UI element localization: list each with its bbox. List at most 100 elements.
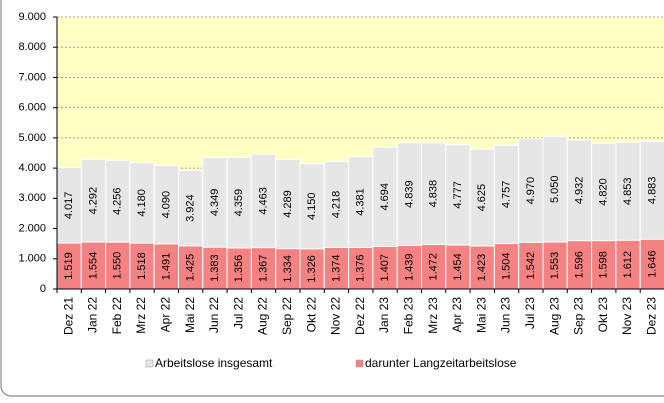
data-label: 1.454 [452,253,464,281]
data-label: 4.150 [306,192,318,220]
x-tick-label: Mrz 22 [134,297,148,334]
y-tick-label: 7.000 [18,71,46,83]
y-tick-label: 5.000 [18,132,46,144]
x-tick-label: Mai 22 [183,297,197,333]
bar [566,240,593,290]
y-tick-label: 3.000 [18,192,46,204]
x-tick-label: Apr 22 [159,297,173,333]
data-label: 4.853 [622,178,634,206]
data-label: 4.349 [209,189,221,217]
data-label: 1.596 [573,251,585,279]
data-label: 4.463 [257,187,269,215]
x-tick-label: Jun 22 [207,297,221,333]
x-tick-label: Feb 22 [110,297,124,335]
x-tick-label: Dez 21 [61,297,75,335]
x-tick-label: Nov 22 [329,297,343,335]
data-label: 4.090 [160,191,172,219]
data-label: 4.381 [355,188,367,216]
bar [542,241,568,290]
x-tick-label: Sep 22 [280,297,294,335]
data-label: 1.356 [233,255,245,283]
data-label: 1.519 [63,252,75,280]
y-tick-label: 6.000 [18,102,46,114]
x-tick-label: Sep 23 [572,297,586,335]
x-tick-label: Dez 23 [645,297,659,335]
bar [445,244,471,290]
bar [518,241,544,290]
data-label: 4.757 [500,181,512,209]
x-tick-label: Okt 22 [304,297,318,333]
data-label: 3.924 [185,194,197,222]
data-label: 1.504 [500,253,512,281]
x-tick-label: Jan 23 [377,297,391,333]
data-label: 1.612 [622,251,634,279]
data-label: 1.326 [306,255,318,283]
x-tick-label: Jul 22 [231,297,245,329]
legend-swatch [355,359,364,368]
data-label: 4.180 [136,189,148,217]
x-tick-label: Apr 23 [450,297,464,333]
data-label: 1.554 [87,252,99,280]
data-label: 1.553 [549,252,561,280]
data-label: 4.932 [573,177,585,205]
data-label: 4.883 [646,177,658,205]
data-label: 1.423 [476,254,488,282]
data-label: 4.359 [233,189,245,217]
data-label: 4.970 [525,177,537,205]
data-label: 1.542 [525,252,537,280]
data-label: 1.518 [136,252,148,280]
x-tick-label: Mai 23 [474,297,488,333]
x-tick-label: Dez 22 [353,297,367,335]
data-label: 1.367 [257,255,269,283]
x-tick-label: Jan 22 [86,297,100,333]
x-tick-label: Jun 23 [499,297,513,333]
legend-label: Arbeitslose insgesamt [155,356,273,370]
data-label: 4.625 [476,184,488,212]
data-label: 1.334 [282,255,294,283]
bar [615,239,641,290]
x-tick-label: Jul 23 [523,297,537,329]
bar [129,242,155,290]
bar [421,244,447,290]
bar [493,243,520,290]
bar [275,248,301,290]
data-label: 5.050 [549,175,561,203]
x-tick-label: Feb 23 [402,297,416,335]
data-label: 1.646 [646,250,658,278]
legend-label: darunter Langzeitarbeitslose [365,356,517,370]
x-tick-label: Aug 22 [256,297,270,335]
x-tick-label: Mrz 23 [426,297,440,334]
data-label: 1.374 [330,254,342,282]
y-tick-label: 8.000 [18,41,46,53]
y-tick-label: 4.000 [18,162,46,174]
data-label: 1.491 [160,253,172,281]
data-label: 4.839 [403,180,415,208]
bar [250,247,277,290]
data-label: 1.376 [355,254,367,282]
data-label: 4.777 [452,181,464,209]
data-label: 1.439 [403,253,415,281]
data-label: 4.256 [112,187,124,215]
legend-swatch [145,359,154,368]
data-label: 4.838 [428,180,440,208]
bar [226,247,252,290]
bar [105,241,131,290]
data-label: 1.407 [379,254,391,282]
data-label: 4.017 [63,192,75,220]
data-label: 1.383 [209,254,221,282]
data-label: 1.550 [112,252,124,280]
y-tick-label: 0 [40,283,46,295]
x-tick-label: Aug 23 [547,297,561,335]
bar [591,240,617,290]
data-label: 4.292 [87,187,99,215]
data-label: 1.472 [428,253,440,281]
data-label: 4.694 [379,183,391,211]
x-tick-label: Okt 23 [596,297,610,333]
y-tick-label: 9.000 [18,11,46,23]
data-label: 1.425 [185,254,197,282]
data-label: 4.218 [330,191,342,219]
data-label: 4.820 [598,178,610,206]
y-tick-label: 2.000 [18,222,46,234]
x-tick-label: Nov 23 [620,297,634,335]
